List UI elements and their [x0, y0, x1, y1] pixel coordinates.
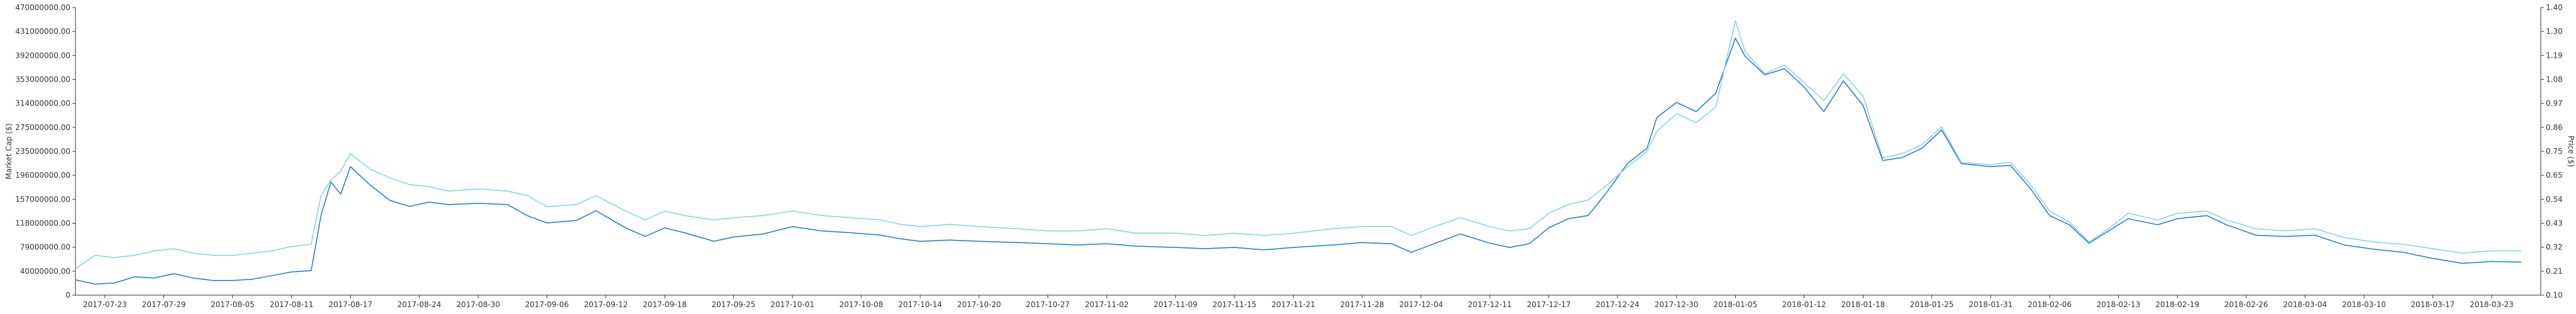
axes: [75, 8, 2541, 296]
x-tick-label: 2017-08-24: [397, 300, 441, 309]
left-tick-label: 196000000.00: [15, 171, 70, 180]
left-tick-label: 470000000.00: [15, 3, 70, 12]
left-y-axis-title: Market Cap ($): [4, 123, 13, 179]
right-tick-label: 0.43: [2546, 219, 2563, 228]
left-y-axis-ticks: 0 40000000.00 79000000.00 118000000.00 15700…: [15, 3, 75, 300]
left-tick-label: 235000000.00: [15, 147, 70, 156]
series-layer: [75, 20, 2521, 285]
x-tick-label: 2017-11-09: [1153, 300, 1197, 309]
x-tick-label: 2017-09-12: [584, 300, 628, 309]
price-series-line: [75, 20, 2521, 269]
right-y-axis-ticks: 0.10 0.21 0.32 0.43 0.54 0.65 0.75 0.86 0.97 1.08…: [2541, 3, 2563, 300]
x-tick-label: 2017-09-18: [643, 300, 687, 309]
x-tick-label: 2017-07-23: [83, 300, 127, 309]
x-tick-label: 2018-03-17: [2411, 300, 2455, 309]
left-tick-label: 353000000.00: [15, 75, 70, 84]
x-tick-label: 2017-09-25: [711, 300, 755, 309]
x-tick-label: 2017-11-21: [1272, 300, 1316, 309]
x-tick-label: 2017-10-27: [1026, 300, 1070, 309]
x-tick-label: 2018-02-26: [2224, 300, 2268, 309]
left-tick-label: 431000000.00: [15, 27, 70, 36]
right-tick-label: 0.65: [2546, 171, 2563, 180]
left-tick-label: 79000000.00: [20, 243, 70, 252]
x-tick-label: 2017-11-15: [1213, 300, 1257, 309]
left-tick-label: 392000000.00: [15, 51, 70, 60]
x-tick-label: 2017-10-08: [840, 300, 884, 309]
x-tick-label: 2017-12-04: [1399, 300, 1443, 309]
right-tick-label: 0.10: [2546, 291, 2563, 300]
right-y-axis-title: Price ($): [2567, 136, 2575, 167]
x-tick-label: 2018-03-10: [2342, 300, 2386, 309]
x-tick-label: 2017-10-01: [770, 300, 814, 309]
x-tick-label: 2017-08-11: [270, 300, 314, 309]
x-tick-label: 2017-12-30: [1655, 300, 1699, 309]
right-tick-label: 0.97: [2546, 99, 2563, 108]
x-tick-label: 2017-08-30: [456, 300, 500, 309]
x-tick-label: 2017-08-05: [211, 300, 255, 309]
x-axis-ticks: 2017-07-23 2017-07-29 2017-08-05 2017-08-11…: [83, 295, 2514, 309]
left-tick-label: 275000000.00: [15, 123, 70, 132]
left-tick-label: 40000000.00: [20, 267, 70, 276]
x-tick-label: 2017-09-06: [525, 300, 569, 309]
x-tick-label: 2017-11-02: [1085, 300, 1129, 309]
right-tick-label: 1.08: [2546, 75, 2563, 84]
right-tick-label: 1.19: [2546, 51, 2563, 60]
x-tick-label: 2018-02-19: [2155, 300, 2199, 309]
right-tick-label: 0.75: [2546, 147, 2563, 156]
left-tick-label: 0: [65, 291, 70, 300]
x-tick-label: 2018-01-31: [1969, 300, 2013, 309]
x-tick-label: 2017-07-29: [142, 300, 186, 309]
right-tick-label: 1.40: [2546, 3, 2563, 12]
x-tick-label: 2017-08-17: [328, 300, 372, 309]
x-tick-label: 2018-02-06: [2028, 300, 2072, 309]
right-tick-label: 0.86: [2546, 123, 2563, 132]
x-tick-label: 2017-12-24: [1596, 300, 1640, 309]
right-tick-label: 0.21: [2546, 267, 2563, 276]
left-tick-label: 157000000.00: [15, 195, 70, 203]
market-cap-series-line: [75, 37, 2521, 285]
right-tick-label: 0.32: [2546, 243, 2563, 252]
x-tick-label: 2018-01-12: [1782, 300, 1826, 309]
left-tick-label: 118000000.00: [15, 219, 70, 228]
x-tick-label: 2018-03-04: [2283, 300, 2327, 309]
x-tick-label: 2018-01-05: [1713, 300, 1757, 309]
x-tick-label: 2017-12-11: [1468, 300, 1512, 309]
x-tick-label: 2018-01-25: [1910, 300, 1954, 309]
x-tick-label: 2017-11-28: [1340, 300, 1384, 309]
x-tick-label: 2018-03-23: [2470, 300, 2514, 309]
x-tick-label: 2018-02-13: [2097, 300, 2141, 309]
x-tick-label: 2017-12-17: [1527, 300, 1571, 309]
right-tick-label: 0.54: [2546, 195, 2563, 203]
right-tick-label: 1.30: [2546, 27, 2563, 36]
x-tick-label: 2018-01-18: [1841, 300, 1885, 309]
x-tick-label: 2017-10-14: [898, 300, 942, 309]
x-tick-label: 2017-10-20: [957, 300, 1001, 309]
left-tick-label: 314000000.00: [15, 99, 70, 108]
